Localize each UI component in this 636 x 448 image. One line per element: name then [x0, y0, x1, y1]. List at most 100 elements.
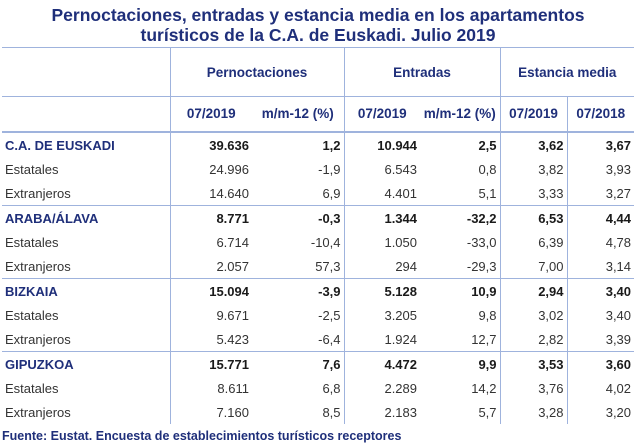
table-cell: 2,82	[499, 327, 568, 352]
table-row: Extranjeros 7.160 8,5 2.183 5,7 3,28 3,20	[2, 400, 635, 424]
row-label: Extranjeros	[5, 331, 71, 347]
table-cell: 3,33	[499, 181, 568, 206]
table-cell: 1.924	[343, 327, 421, 352]
table-cell: 39.636	[169, 131, 252, 157]
table-cell: 5.128	[343, 278, 421, 303]
row-label: Estatales	[5, 380, 59, 396]
row-label: Extranjeros	[5, 258, 71, 274]
region-row: C.A. DE EUSKADI 39.636 1,2 10.944 2,5 3,62 3,6…	[2, 131, 635, 157]
row-label: ARABA/ÁLAVA	[2, 205, 170, 230]
table-cell: 3,62	[499, 131, 568, 157]
row-label: Estatales	[5, 234, 59, 250]
data-table: Pernoctaciones Entradas Estancia media 0…	[2, 47, 635, 424]
table-cell: 3,20	[566, 400, 635, 424]
row-label: Extranjeros	[5, 185, 71, 201]
table-cell: 9,9	[420, 351, 501, 376]
header-sub-cell: 07/2019	[169, 96, 252, 133]
table-cell: 15.771	[169, 351, 252, 376]
table-row: Estatales 9.671 -2,5 3.205 9,8 3,02 3,40	[2, 303, 635, 327]
table-cell: 7,6	[252, 351, 345, 376]
table-cell: 0,8	[478, 161, 497, 177]
table-cell: 5,1	[478, 185, 497, 201]
header-sub-cell: 07/2019	[499, 96, 568, 133]
table-cell: 4,78	[566, 230, 635, 254]
header-sub-cell: 07/2018	[566, 96, 635, 133]
table-cell: -6,4	[318, 331, 341, 347]
table-cell: 3,60	[566, 351, 635, 376]
table-row: Estatales 8.611 6,8 2.289 14,2 3,76 4,02	[2, 376, 635, 400]
table-cell: 3,82	[499, 157, 568, 181]
table-cell: 3,39	[566, 327, 635, 352]
table-cell: 3,40	[566, 303, 635, 327]
table-cell: 15.094	[169, 278, 252, 303]
table-cell: -33,0	[466, 234, 497, 250]
table-cell: 10,9	[420, 278, 501, 303]
table-cell: 2,5	[420, 131, 501, 157]
table-cell: 57,3	[315, 258, 341, 274]
table-cell: 4.472	[343, 351, 421, 376]
table-cell: 1.344	[343, 205, 421, 230]
table-title: Pernoctaciones, entradas y estancia medi…	[0, 5, 636, 45]
header-estancia-media: Estancia media	[499, 47, 635, 97]
table-cell: -2,5	[318, 307, 341, 323]
table-cell: 2.289	[343, 376, 421, 400]
table-cell: 3,76	[499, 376, 568, 400]
table-row: Estatales 24.996 -1,9 6.543 0,8 3,82 3,93	[2, 157, 635, 181]
title-line-2: turísticos de la C.A. de Euskadi. Julio …	[140, 25, 496, 45]
header-sub-cell: 07/2019	[343, 96, 421, 133]
table-cell: -10,4	[310, 234, 341, 250]
table-cell: 3.205	[343, 303, 421, 327]
table-cell: 7.160	[169, 400, 252, 424]
table-cell: 2.057	[169, 254, 252, 279]
row-label: C.A. DE EUSKADI	[2, 131, 170, 157]
table-cell: 14.640	[169, 181, 252, 206]
table-cell: -29,3	[466, 258, 497, 274]
table-row: Extranjeros 5.423 -6,4 1.924 12,7 2,82 3,39	[2, 327, 635, 352]
header-corner	[2, 47, 170, 97]
table-cell: 6.543	[343, 157, 421, 181]
region-row: GIPUZKOA 15.771 7,6 4.472 9,9 3,53 3,60	[2, 351, 635, 376]
row-label: GIPUZKOA	[2, 351, 170, 376]
table-cell: 3,53	[499, 351, 568, 376]
table-body: C.A. DE EUSKADI 39.636 1,2 10.944 2,5 3,62 3,6…	[2, 131, 635, 424]
row-label: Extranjeros	[5, 404, 71, 420]
table-cell: 5,7	[478, 404, 497, 420]
table-cell: 2.183	[343, 400, 421, 424]
source-note: Fuente: Eustat. Encuesta de establecimie…	[2, 429, 402, 443]
table-cell: 6,8	[322, 380, 341, 396]
row-label: Estatales	[5, 161, 59, 177]
table-cell: 7,00	[499, 254, 568, 279]
region-row: BIZKAIA 15.094 -3,9 5.128 10,9 2,94 3,40	[2, 278, 635, 303]
table-cell: -32,2	[420, 205, 501, 230]
header-pernoctaciones: Pernoctaciones	[169, 47, 345, 97]
table-row: Extranjeros 2.057 57,3 294 -29,3 7,00 3,14	[2, 254, 635, 279]
table-cell: 10.944	[343, 131, 421, 157]
table-cell: 24.996	[169, 157, 252, 181]
table-cell: 4.401	[343, 181, 421, 206]
table-cell: 4,02	[566, 376, 635, 400]
header-sub-row: 07/2019 m/m-12 (%) 07/2019 m/m-12 (%) 07…	[2, 96, 635, 133]
table-cell: 8.611	[169, 376, 252, 400]
table-cell: 4,44	[566, 205, 635, 230]
table-cell: 1.050	[343, 230, 421, 254]
table-cell: 5.423	[169, 327, 252, 352]
region-row: ARABA/ÁLAVA 8.771 -0,3 1.344 -32,2 6,53 4,44	[2, 205, 635, 230]
table-cell: -1,9	[318, 161, 341, 177]
table-cell: 3,02	[499, 303, 568, 327]
header-entradas: Entradas	[343, 47, 501, 97]
table-cell: 9.671	[169, 303, 252, 327]
table-cell: 9,8	[478, 307, 497, 323]
table-cell: 294	[343, 254, 421, 279]
table-cell: 2,94	[499, 278, 568, 303]
table-cell: -0,3	[252, 205, 345, 230]
table-cell: 6,9	[322, 185, 341, 201]
table-row: Extranjeros 14.640 6,9 4.401 5,1 3,33 3,27	[2, 181, 635, 206]
table-cell: 3,28	[499, 400, 568, 424]
table-cell: 6.714	[169, 230, 252, 254]
table-cell: 12,7	[471, 331, 497, 347]
header-sub-cell: m/m-12 (%)	[252, 96, 345, 133]
table-cell: 8.771	[169, 205, 252, 230]
table-row: Estatales 6.714 -10,4 1.050 -33,0 6,39 4,78	[2, 230, 635, 254]
table-cell: 3,67	[566, 131, 635, 157]
row-label: Estatales	[5, 307, 59, 323]
